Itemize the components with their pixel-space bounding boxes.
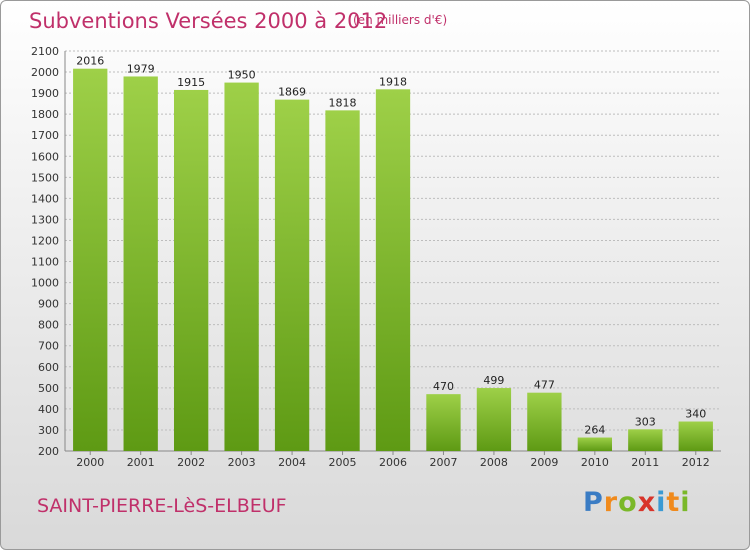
data-label-2003: 1950 [228, 69, 256, 82]
y-tick-label: 700 [38, 340, 59, 353]
x-tick-label-2006: 2006 [379, 456, 407, 469]
y-tick-label: 1700 [31, 129, 59, 142]
y-tick-label: 1900 [31, 87, 59, 100]
x-tick-label-2003: 2003 [228, 456, 256, 469]
y-tick-label: 800 [38, 319, 59, 332]
data-label-2002: 1915 [177, 76, 205, 89]
bar-2007 [426, 394, 461, 451]
y-tick-label: 1100 [31, 256, 59, 269]
y-tick-label: 1200 [31, 234, 59, 247]
bar-2004 [274, 99, 310, 451]
y-tick-label: 400 [38, 403, 59, 416]
proxiti-logo: Proxiti [583, 487, 691, 518]
y-tick-label: 200 [38, 445, 59, 458]
data-label-2011: 303 [635, 415, 656, 428]
y-tick-label: 1600 [31, 150, 59, 163]
x-tick-label-2008: 2008 [480, 456, 508, 469]
y-tick-label: 300 [38, 424, 59, 437]
x-tick-label-2002: 2002 [177, 456, 205, 469]
y-tick-label: 1300 [31, 213, 59, 226]
data-label-2012: 340 [685, 408, 706, 421]
y-tick-label: 2100 [31, 45, 59, 58]
y-tick-labels: 200 300 400 500 600 700 800 900 1000 1100 1200 1300… [31, 45, 59, 458]
chart-title: Subventions Versées 2000 à 2012 [29, 9, 388, 33]
x-tick-label-2007: 2007 [429, 456, 457, 469]
data-label-2001: 1979 [127, 62, 155, 75]
logo-letter: P [583, 487, 604, 518]
x-tick-labels: 2000 2001 2002 2003 2004 2005 2006 2007 2008 2009… [76, 451, 710, 469]
data-label-2009: 477 [534, 379, 555, 392]
data-label-2006: 1918 [379, 75, 407, 88]
y-tick-label: 1400 [31, 192, 59, 205]
data-label-2005: 1818 [329, 96, 357, 109]
x-tick-label-2011: 2011 [631, 456, 659, 469]
x-tick-label-2001: 2001 [127, 456, 155, 469]
logo-letter: x [637, 487, 657, 518]
bar-2010 [577, 437, 613, 451]
bar-2000 [73, 68, 108, 452]
bar-2001 [123, 76, 158, 451]
bar-2012 [678, 421, 713, 451]
logo-letter: i [680, 487, 691, 518]
bar-2006 [375, 89, 411, 451]
y-tick-label: 1000 [31, 277, 59, 290]
data-label-2007: 470 [433, 380, 454, 393]
y-tick-label: 500 [38, 382, 59, 395]
x-tick-label-2010: 2010 [581, 456, 609, 469]
data-label-2004: 1869 [278, 86, 306, 99]
y-tick-label: 600 [38, 361, 59, 374]
x-tick-label-2000: 2000 [76, 456, 104, 469]
bar-2002 [173, 89, 209, 452]
bar-2003 [224, 82, 259, 451]
x-tick-label-2005: 2005 [329, 456, 357, 469]
y-tick-label: 2000 [31, 66, 59, 79]
x-tick-label-2009: 2009 [530, 456, 558, 469]
logo-letter: r [603, 487, 619, 518]
data-label-2010: 264 [584, 424, 605, 437]
unit-note: (en milliers d'€) [353, 13, 448, 27]
commune-name: SAINT-PIERRE-LèS-ELBEUF [37, 495, 287, 517]
y-tick-label: 1800 [31, 108, 59, 121]
logo-letter: t [666, 487, 681, 518]
bar-2011 [628, 429, 663, 451]
data-label-2008: 499 [483, 374, 504, 387]
bar-2009 [527, 392, 562, 451]
bar-2005 [325, 110, 360, 452]
logo-letter: o [618, 487, 638, 518]
x-tick-label-2012: 2012 [682, 456, 710, 469]
data-label-2000: 2016 [76, 55, 104, 68]
bar-2008 [476, 388, 512, 451]
y-tick-label: 1500 [31, 171, 59, 184]
y-tick-label: 900 [38, 298, 59, 311]
bars: 2016 1979 1915 1950 1869 1818 1918 470 499 477 264… [73, 55, 713, 452]
logo-letter: i [656, 487, 667, 518]
x-tick-label-2004: 2004 [278, 456, 306, 469]
